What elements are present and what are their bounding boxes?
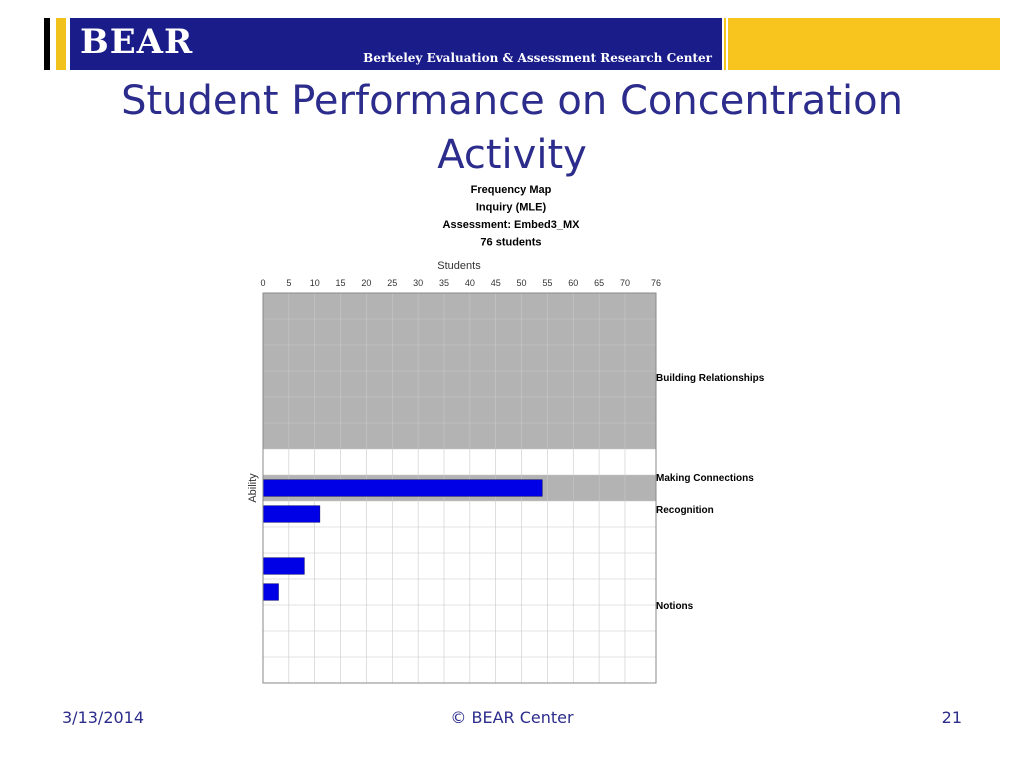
x-tick-label: 25 bbox=[387, 278, 397, 288]
chart-title-block: Frequency Map Inquiry (MLE) Assessment: Em… bbox=[443, 184, 581, 249]
bar-series bbox=[262, 479, 543, 601]
bear-logo: BEAR bbox=[80, 22, 194, 62]
level-labels: Building Relationships Making Connections… bbox=[656, 373, 765, 612]
level-band bbox=[263, 501, 656, 683]
x-tick-label: 15 bbox=[336, 278, 346, 288]
x-axis-label: Students bbox=[437, 260, 481, 272]
header-subtitle: Berkeley Evaluation & Assessment Researc… bbox=[363, 51, 712, 65]
x-tick-label: 45 bbox=[491, 278, 501, 288]
bar bbox=[262, 583, 279, 601]
x-tick-label: 5 bbox=[286, 278, 291, 288]
header-gold-bar bbox=[56, 18, 66, 70]
page-number: 21 bbox=[941, 708, 962, 727]
x-tick-label: 20 bbox=[361, 278, 371, 288]
x-tick-label: 60 bbox=[568, 278, 578, 288]
level-label: Making Connections bbox=[656, 473, 754, 484]
x-tick-label: 35 bbox=[439, 278, 449, 288]
slide-title: Student Performance on Concentration Act… bbox=[121, 78, 903, 178]
bar bbox=[262, 479, 543, 497]
chart-title-line: Assessment: Embed3_MX bbox=[443, 219, 581, 231]
y-axis-label: Ability bbox=[247, 473, 259, 503]
level-label: Notions bbox=[656, 601, 694, 612]
header-gold-panel bbox=[728, 18, 1000, 70]
x-tick-label: 55 bbox=[542, 278, 552, 288]
footer-copyright: © BEAR Center bbox=[450, 708, 574, 727]
bar bbox=[262, 505, 321, 523]
level-band bbox=[263, 449, 656, 475]
header-gold-divider bbox=[724, 18, 726, 70]
x-tick-label: 0 bbox=[260, 278, 265, 288]
header-black-bar bbox=[44, 18, 50, 70]
bar bbox=[262, 557, 305, 575]
footer-date: 3/13/2014 bbox=[62, 708, 145, 727]
x-tick-label: 65 bbox=[594, 278, 604, 288]
chart-title-line: 76 students bbox=[480, 237, 541, 249]
x-axis-ticks: 0 5 10 15 20 25 30 35 40 45 50 55 60 65 70 76 bbox=[260, 278, 661, 288]
x-tick-label: 40 bbox=[465, 278, 475, 288]
x-tick-label: 30 bbox=[413, 278, 423, 288]
x-tick-label: 10 bbox=[310, 278, 320, 288]
header-banner bbox=[70, 18, 722, 70]
x-tick-label: 76 bbox=[651, 278, 661, 288]
chart-title-line: Inquiry (MLE) bbox=[476, 202, 547, 214]
x-tick-label: 70 bbox=[620, 278, 630, 288]
level-label: Recognition bbox=[656, 505, 714, 516]
plot-border bbox=[262, 292, 657, 684]
level-label: Building Relationships bbox=[656, 373, 765, 384]
chart-title-line: Frequency Map bbox=[471, 184, 552, 196]
x-tick-label: 50 bbox=[517, 278, 527, 288]
